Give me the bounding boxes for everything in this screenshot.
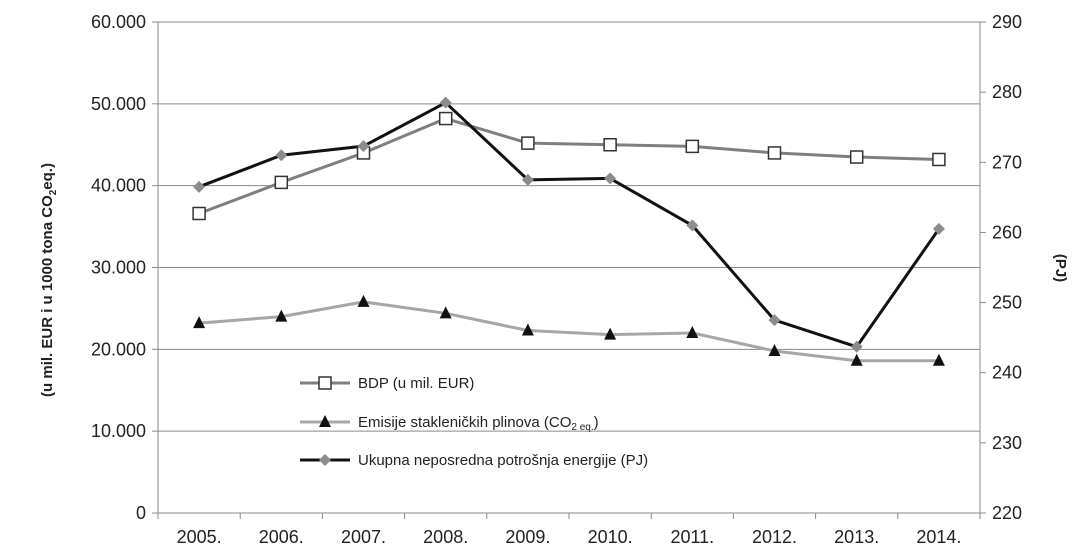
grid-lines	[158, 21, 980, 432]
data-point-energija	[439, 96, 452, 109]
legend-marker-bdp	[318, 376, 332, 390]
legend-label-emisije-end: )	[594, 414, 599, 431]
legend-label-energija: Ukupna neposredna potrošnja energije (PJ…	[358, 452, 648, 469]
data-point-bdp	[438, 111, 453, 126]
right-axis-ticks: 220 230 240 250 260 270 280 290	[992, 12, 1022, 523]
x-tick-label: 2011.	[670, 527, 714, 547]
data-point-energija	[686, 219, 699, 232]
right-axis-title: (PJ)	[1052, 254, 1069, 282]
right-tick-label: 260	[992, 222, 1022, 242]
data-point-bdp	[192, 206, 206, 221]
left-axis-title-sub: 2	[48, 189, 59, 195]
x-tick-label: 2005.	[177, 527, 222, 547]
series-line-bdp	[198, 117, 939, 215]
data-point-bdp	[767, 146, 782, 160]
data-point-bdp	[521, 136, 535, 150]
left-axis-ticks: 0 10.000 20.000 30.000 40.000 50.000 60.000	[91, 12, 146, 523]
left-tick-label: 20.000	[91, 339, 146, 359]
series-layer	[192, 96, 946, 366]
data-point-bdp	[849, 150, 864, 164]
data-point-emisije	[932, 353, 945, 366]
left-tick-label: 60.000	[91, 12, 146, 32]
right-tick-label: 220	[992, 503, 1022, 523]
legend-item-emisije: Emisije stakleničkih plinova (CO2 eq.)	[300, 414, 599, 433]
left-axis-title: (u mil. EUR i u 1000 tona CO2eq.)	[39, 163, 59, 397]
right-tick-label: 280	[992, 82, 1022, 102]
left-tick-label: 30.000	[91, 258, 146, 278]
data-point-energija	[604, 172, 617, 185]
data-point-energija	[193, 180, 206, 193]
data-point-emisije	[193, 316, 206, 329]
right-tick-label: 270	[992, 152, 1022, 172]
data-point-emisije	[275, 309, 288, 322]
left-tick-label: 0	[136, 503, 146, 523]
data-point-energija	[275, 149, 288, 162]
data-point-emisije	[850, 353, 863, 366]
legend-item-bdp: BDP (u mil. EUR)	[300, 375, 474, 392]
right-tick-label: 240	[992, 363, 1022, 383]
left-tick-label: 50.000	[91, 94, 146, 114]
data-point-energija	[850, 340, 863, 353]
x-tick-label: 2013.	[834, 527, 879, 547]
x-axis-ticks: 2005. 2006. 2007. 2008. 2009. 2010. 2011. 2012.…	[177, 527, 962, 547]
data-point-bdp	[685, 139, 700, 154]
legend-marker-energija	[319, 454, 331, 466]
x-tick-label: 2009.	[505, 527, 550, 547]
series-line-emisije	[198, 300, 939, 363]
data-point-energija	[521, 173, 534, 186]
data-point-emisije	[768, 343, 781, 356]
data-point-bdp	[274, 175, 289, 190]
data-point-bdp	[932, 152, 946, 167]
legend-label-emisije: Emisije stakleničkih plinova (CO2 eq.)	[358, 414, 599, 433]
right-tick-label: 290	[992, 12, 1022, 32]
data-point-bdp	[603, 138, 617, 152]
right-tick-label: 230	[992, 433, 1022, 453]
x-tick-label: 2014.	[916, 527, 961, 547]
legend-marker-emisije	[319, 415, 331, 427]
x-tick-label: 2006.	[259, 527, 304, 547]
data-point-energija	[932, 222, 945, 235]
legend-label-emisije-sub: 2 eq.	[571, 422, 593, 433]
data-point-emisije	[357, 294, 370, 307]
data-point-emisije	[686, 325, 699, 338]
left-tick-label: 10.000	[91, 421, 146, 441]
data-point-energija	[768, 314, 781, 327]
data-point-emisije	[521, 323, 534, 336]
left-tick-label: 40.000	[91, 176, 146, 196]
left-axis-title-main: (u mil. EUR i u 1000 tona CO	[39, 195, 56, 397]
legend-item-energija: Ukupna neposredna potrošnja energije (PJ…	[300, 452, 648, 469]
x-tick-label: 2008.	[423, 527, 468, 547]
data-point-emisije	[604, 327, 617, 340]
right-tick-label: 250	[992, 293, 1022, 313]
left-axis-title-end: eq.)	[39, 163, 56, 190]
data-point-emisije	[439, 306, 452, 319]
data-point-energija	[357, 140, 370, 153]
legend-label-emisije-main: Emisije stakleničkih plinova (CO	[358, 414, 571, 431]
x-tick-label: 2012.	[752, 527, 797, 547]
x-tick-label: 2007.	[341, 527, 386, 547]
x-tick-label: 2010.	[588, 527, 633, 547]
series-line-energija	[198, 101, 941, 349]
legend-label-bdp: BDP (u mil. EUR)	[358, 375, 474, 392]
axes	[152, 21, 986, 519]
legend: BDP (u mil. EUR) Emisije stakleničkih pl…	[300, 375, 648, 469]
